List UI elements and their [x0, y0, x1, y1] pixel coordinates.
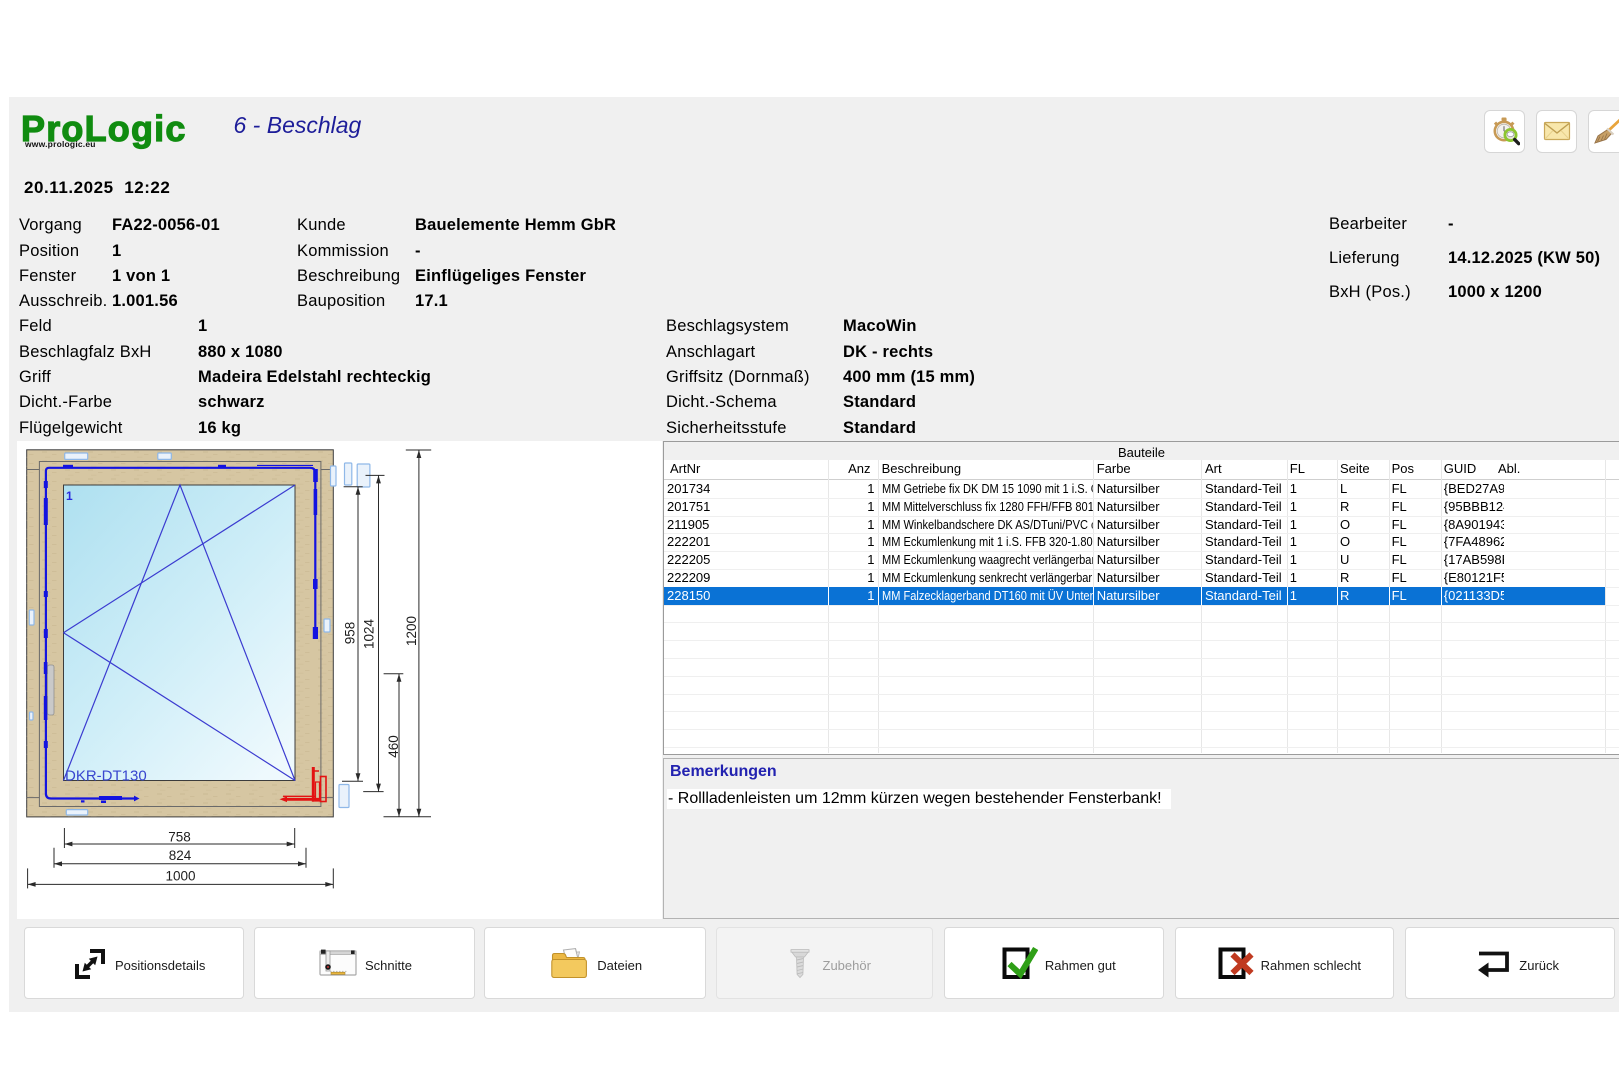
svg-text:758: 758: [168, 830, 191, 845]
svg-text:1200: 1200: [404, 616, 419, 646]
svg-text:1000: 1000: [165, 868, 195, 883]
svg-text:958: 958: [343, 622, 358, 645]
svg-text:1024: 1024: [362, 618, 377, 649]
svg-text:824: 824: [169, 848, 192, 863]
svg-text:1: 1: [66, 489, 73, 503]
svg-text:460: 460: [386, 735, 401, 758]
svg-text:DKR-DT130: DKR-DT130: [65, 768, 147, 785]
